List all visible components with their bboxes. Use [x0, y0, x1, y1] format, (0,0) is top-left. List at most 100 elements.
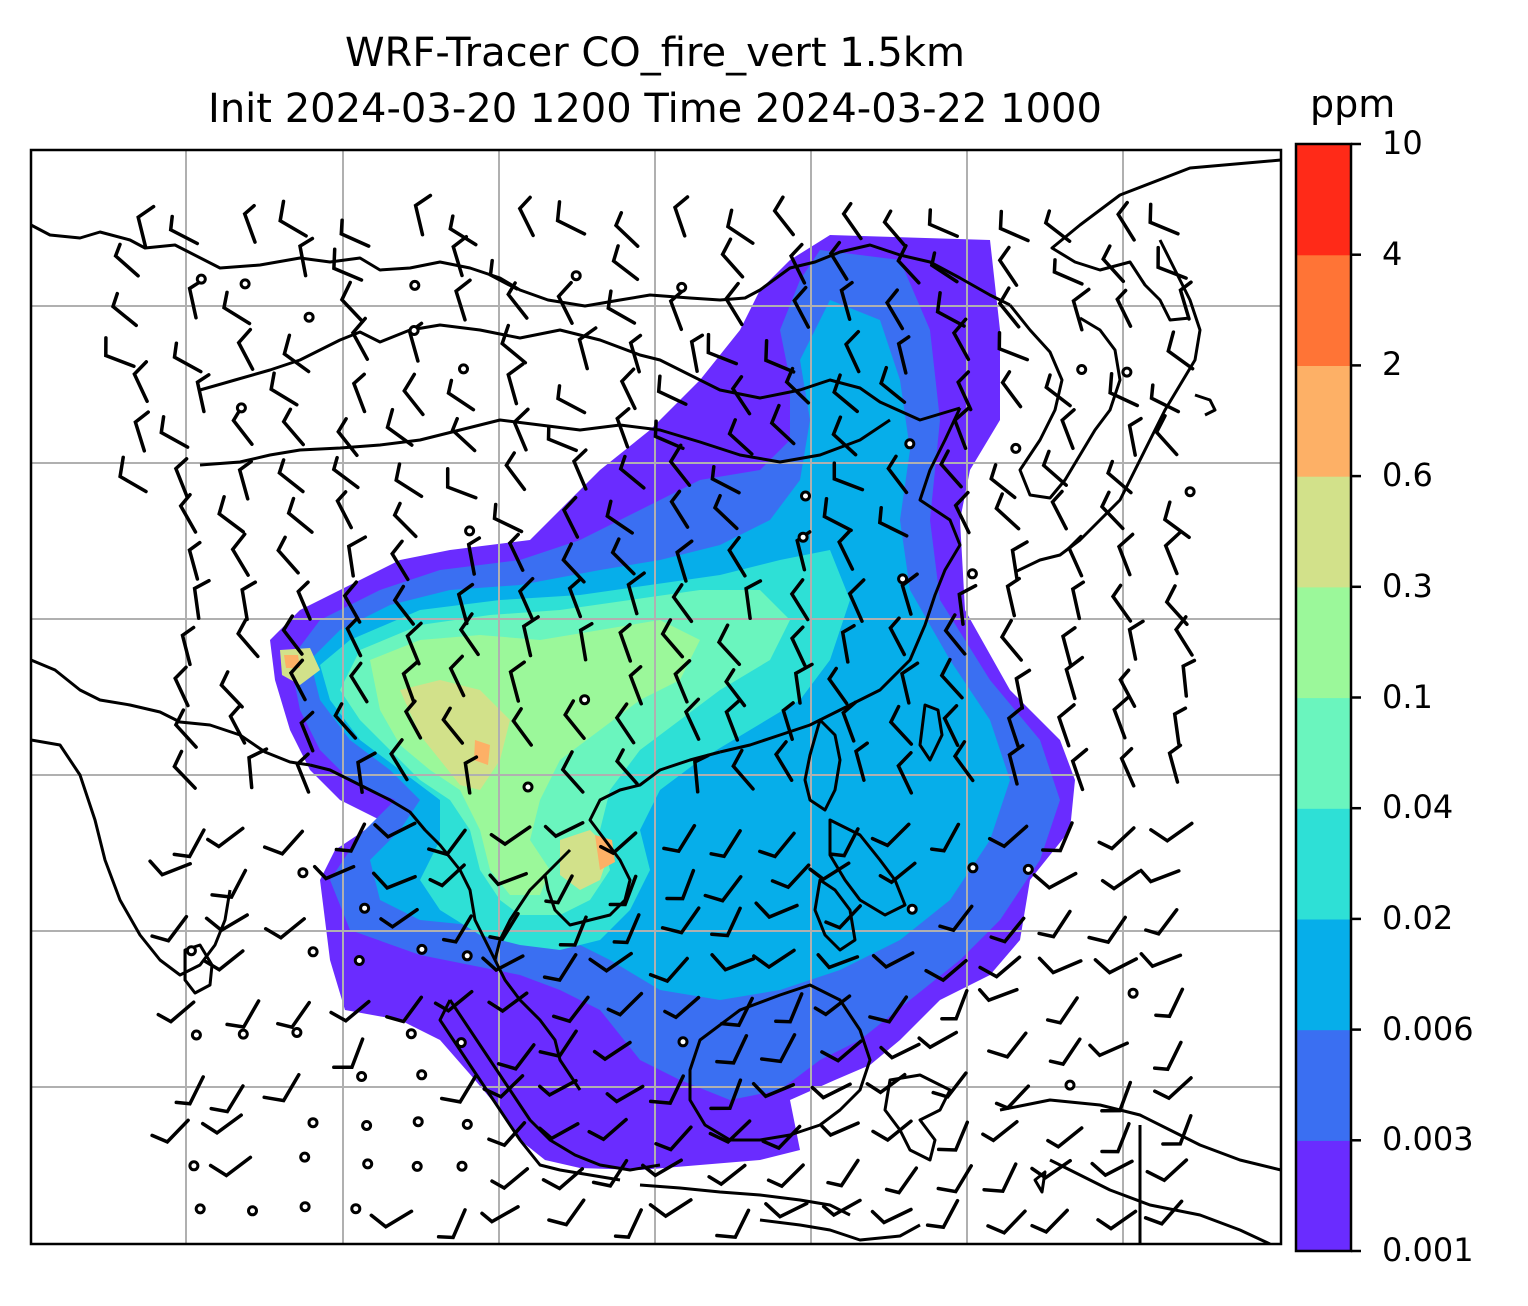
- wind-barb: [613, 211, 640, 248]
- calm-marker: [299, 1151, 311, 1163]
- wind-barb: [715, 1034, 749, 1065]
- wind-barb: [236, 327, 255, 371]
- wind-barb: [1043, 209, 1072, 243]
- wind-barb: [350, 316, 370, 361]
- wind-barb: [693, 753, 710, 794]
- calm-marker: [455, 1037, 467, 1049]
- calm-marker: [1010, 442, 1022, 454]
- calm-marker: [1127, 987, 1139, 999]
- wind-barb: [1100, 1080, 1133, 1113]
- wind-barb: [606, 289, 637, 325]
- calm-marker: [409, 279, 421, 291]
- wind-barb: [938, 904, 974, 933]
- calm-marker: [237, 1028, 249, 1040]
- wind-barb: [813, 994, 852, 1017]
- wind-barb: [870, 822, 911, 848]
- wind-barb: [263, 917, 306, 940]
- wind-barb: [487, 1121, 527, 1148]
- wind-barb: [917, 1030, 959, 1050]
- wind-barb: [1096, 1209, 1138, 1231]
- wind-barb: [614, 748, 639, 786]
- colorbar-tick-label: 2: [1382, 345, 1403, 384]
- wind-barb: [1067, 534, 1084, 578]
- wind-barb: [547, 1198, 586, 1227]
- wind-barb: [865, 1072, 907, 1095]
- wind-barb: [394, 462, 424, 499]
- wind-barb: [187, 540, 202, 581]
- wind-barb: [1116, 532, 1135, 577]
- wind-barb: [506, 362, 525, 406]
- calm-marker: [677, 1036, 689, 1048]
- wind-barb: [940, 989, 969, 1021]
- wind-barb: [900, 572, 919, 616]
- wind-barb: [1100, 869, 1141, 891]
- wind-barb: [567, 577, 583, 619]
- wind-barb: [173, 457, 189, 499]
- calm-marker: [408, 325, 420, 336]
- calm-marker: [456, 1160, 468, 1172]
- calm-marker: [579, 694, 591, 706]
- wind-barb: [538, 1029, 578, 1059]
- wind-barb: [1052, 258, 1084, 286]
- wind-barb: [841, 700, 858, 743]
- wind-barb: [209, 1084, 245, 1114]
- wind-barb: [561, 495, 580, 539]
- wind-barb: [379, 907, 419, 929]
- wind-barb: [480, 1205, 520, 1224]
- colorbar-tick-label: 0.1: [1382, 677, 1433, 716]
- wind-barb: [1050, 489, 1068, 531]
- wind-barb: [133, 410, 150, 453]
- wind-barb: [225, 999, 261, 1029]
- wind-barb: [660, 906, 701, 935]
- wind-barbs: [104, 193, 1197, 1240]
- wind-barb: [262, 1072, 301, 1103]
- wind-barb: [925, 1198, 960, 1230]
- wind-barb: [989, 463, 1017, 500]
- wind-barb: [1163, 530, 1182, 576]
- wind-barb: [981, 1119, 1019, 1143]
- wind-barb: [828, 240, 849, 281]
- wind-barb: [648, 1198, 693, 1219]
- wind-barb: [879, 1042, 921, 1060]
- wind-barb: [730, 375, 752, 416]
- wind-barb: [458, 612, 480, 657]
- wind-barb: [656, 374, 688, 406]
- wind-barb: [1060, 626, 1077, 668]
- wind-barb: [790, 625, 807, 668]
- wind-barb: [628, 333, 643, 374]
- wind-barb: [987, 824, 1029, 849]
- wind-barb: [276, 535, 300, 575]
- wind-barb: [994, 492, 1021, 531]
- wind-barb: [761, 1124, 802, 1151]
- wind-barb: [939, 657, 964, 700]
- wind-barb: [619, 367, 637, 411]
- wind-barb: [541, 1167, 585, 1191]
- wind-barb: [1101, 244, 1126, 284]
- wind-barb: [727, 418, 754, 456]
- colorbar-segment-0.003: [1296, 1029, 1351, 1141]
- wind-barb: [606, 991, 644, 1017]
- colorbar: [1294, 142, 1361, 1253]
- wind-barb: [348, 661, 369, 704]
- calm-marker: [412, 1116, 424, 1128]
- calm-marker: [458, 363, 469, 375]
- wind-barb: [331, 455, 360, 490]
- wind-barb: [336, 417, 359, 458]
- wind-barb: [997, 245, 1019, 287]
- calm-marker: [297, 867, 309, 879]
- colorbar-tick-label: 0.3: [1382, 566, 1433, 605]
- wind-barb: [943, 613, 967, 656]
- wind-barb: [450, 416, 477, 453]
- wind-barb: [888, 616, 907, 657]
- wind-barb: [868, 995, 909, 1024]
- wind-barb: [986, 1209, 1027, 1235]
- wind-barb: [927, 208, 959, 238]
- wind-barb: [339, 280, 365, 324]
- colorbar-segment-0.1: [1296, 586, 1351, 699]
- wind-barb: [173, 708, 198, 749]
- wind-barb: [173, 665, 190, 708]
- concentration-level-0.6: [595, 835, 615, 870]
- wind-barb: [648, 1074, 685, 1105]
- wind-barb: [844, 329, 861, 374]
- wind-barb: [840, 623, 856, 664]
